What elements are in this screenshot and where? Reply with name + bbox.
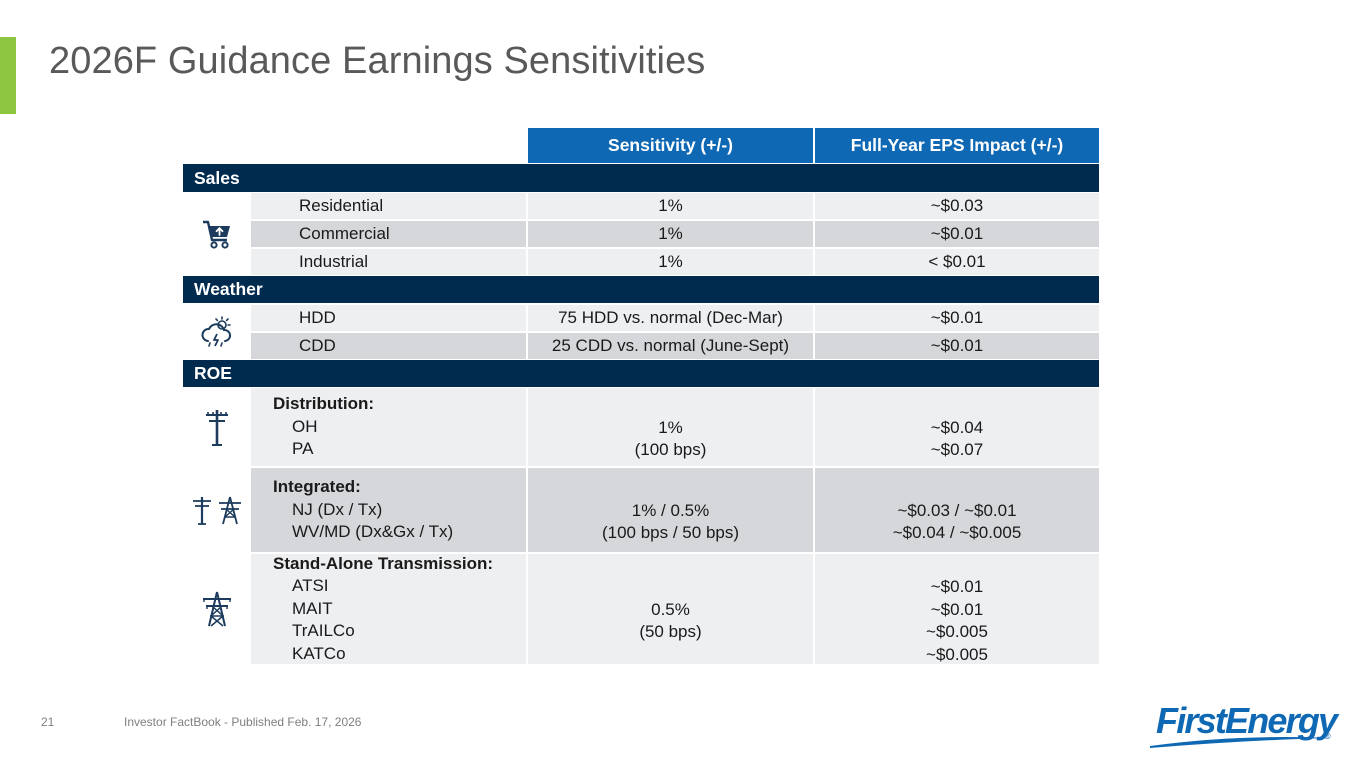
distribution-title: Distribution: (273, 394, 375, 414)
sensitivity-line: 0.5% (651, 599, 690, 619)
row-eps: ~$0.01 (815, 333, 1099, 359)
integrated-items: Integrated: NJ (Dx / Tx) WV/MD (Dx&Gx / … (251, 468, 526, 552)
row-item: Commercial (251, 221, 526, 247)
row-eps: ~$0.03 (815, 193, 1099, 219)
row-eps: ~$0.01 (815, 221, 1099, 247)
header-eps-impact: Full-Year EPS Impact (+/-) (815, 128, 1099, 163)
table-row: Residential 1% ~$0.03 (183, 193, 1099, 219)
item-mait: MAIT (292, 598, 333, 618)
distribution-sensitivity: 1% (100 bps) (528, 388, 813, 466)
accent-bar (0, 37, 16, 114)
shopping-cart-icon (183, 193, 251, 275)
row-item: CDD (251, 333, 526, 359)
transmission-eps: ~$0.01 ~$0.01 ~$0.005 ~$0.005 (815, 554, 1099, 664)
transmission-tower-icon (183, 554, 251, 664)
page-number: 21 (41, 715, 55, 729)
sensitivity-line: 1% / 0.5% (631, 500, 710, 520)
integrated-eps: ~$0.03 / ~$0.01 ~$0.04 / ~$0.005 (815, 468, 1099, 552)
distribution-items: Distribution: OH PA (251, 388, 526, 466)
row-sensitivity: 75 HDD vs. normal (Dec-Mar) (528, 305, 813, 331)
eps-line: ~$0.005 (926, 644, 988, 664)
section-sales: Sales (183, 164, 1099, 192)
table-row-distribution: Distribution: OH PA 1% (100 bps) ~$0.04 … (183, 388, 1099, 466)
row-sensitivity: 1% (528, 249, 813, 275)
eps-line: ~$0.01 (930, 599, 984, 619)
integrated-sensitivity: 1% / 0.5% (100 bps / 50 bps) (528, 468, 813, 552)
row-sensitivity: 1% (528, 193, 813, 219)
transmission-title: Stand-Alone Transmission: (273, 553, 494, 573)
row-item: Industrial (251, 249, 526, 275)
table-row-transmission: Stand-Alone Transmission: ATSI MAIT TrAI… (183, 554, 1099, 664)
eps-line: ~$0.01 (930, 577, 984, 596)
row-item: Residential (251, 193, 526, 219)
integrated-title: Integrated: (273, 477, 361, 497)
sensitivity-line: 1% (658, 417, 683, 437)
table-row: HDD 75 HDD vs. normal (Dec-Mar) ~$0.01 (183, 305, 1099, 331)
item-pa: PA (292, 439, 314, 459)
eps-line: ~$0.005 (926, 622, 988, 641)
eps-line: ~$0.03 / ~$0.01 (897, 500, 1017, 520)
utility-pole-icon (183, 388, 251, 466)
eps-line: ~$0.04 / ~$0.005 (892, 523, 1022, 542)
logo-registered-mark: ® (1324, 731, 1331, 741)
item-wv-md: WV/MD (Dx&Gx / Tx) (292, 522, 454, 542)
table-row: CDD 25 CDD vs. normal (June-Sept) ~$0.01 (183, 333, 1099, 359)
sensitivity-line: (100 bps / 50 bps) (601, 523, 740, 542)
eps-line: ~$0.07 (930, 440, 984, 459)
logo-text: FirstEnergy (1156, 700, 1338, 741)
row-sensitivity: 1% (528, 221, 813, 247)
sensitivity-line: (50 bps) (639, 622, 702, 641)
table-row-integrated: Integrated: NJ (Dx / Tx) WV/MD (Dx&Gx / … (183, 468, 1099, 552)
item-oh: OH (292, 416, 318, 436)
transmission-items: Stand-Alone Transmission: ATSI MAIT TrAI… (251, 554, 526, 664)
table-row: Commercial 1% ~$0.01 (183, 221, 1099, 247)
storm-cloud-icon (183, 305, 251, 359)
table-row: Industrial 1% < $0.01 (183, 249, 1099, 275)
eps-line: ~$0.04 (930, 417, 984, 437)
firstenergy-logo: FirstEnergy ® (1148, 698, 1340, 754)
row-eps: ~$0.01 (815, 305, 1099, 331)
section-weather: Weather (183, 276, 1099, 303)
item-trailco: TrAILCo (292, 621, 355, 641)
sensitivity-line: (100 bps) (634, 440, 707, 459)
page-title: 2026F Guidance Earnings Sensitivities (49, 40, 706, 82)
pole-and-tower-icon (183, 468, 251, 552)
table-header-row: Sensitivity (+/-) Full-Year EPS Impact (… (183, 128, 1099, 163)
header-sensitivity: Sensitivity (+/-) (528, 128, 813, 163)
row-item: HDD (251, 305, 526, 331)
item-katco: KATCo (292, 643, 346, 663)
section-roe: ROE (183, 360, 1099, 387)
item-nj: NJ (Dx / Tx) (292, 499, 383, 519)
footer-text: Investor FactBook - Published Feb. 17, 2… (124, 715, 362, 729)
row-sensitivity: 25 CDD vs. normal (June-Sept) (528, 333, 813, 359)
distribution-eps: ~$0.04 ~$0.07 (815, 388, 1099, 466)
row-eps: < $0.01 (815, 249, 1099, 275)
transmission-sensitivity: 0.5% (50 bps) (528, 554, 813, 664)
item-atsi: ATSI (292, 576, 329, 596)
